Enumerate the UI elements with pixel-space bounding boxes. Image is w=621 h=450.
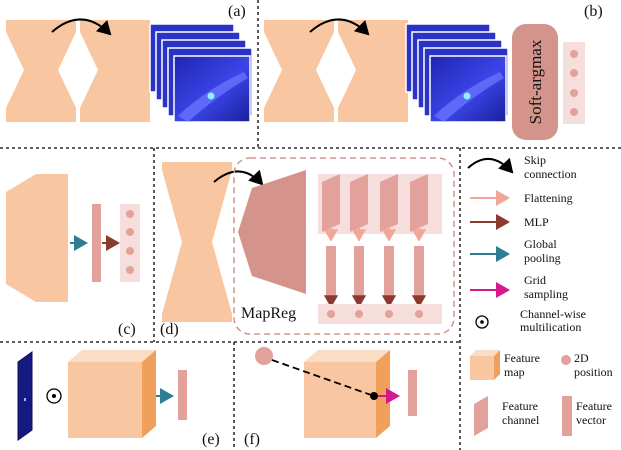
- panel-label-e: (e): [202, 431, 220, 448]
- encoder-shape: [6, 174, 68, 302]
- legend-grid-2: sampling: [524, 287, 568, 301]
- panel-b: Soft-argmax (b): [264, 3, 603, 140]
- panel-label-c: (c): [118, 321, 136, 338]
- feature-vector: [408, 370, 417, 416]
- panel-c: (c): [6, 174, 140, 338]
- legend-feature-map-1: Feature: [504, 351, 540, 365]
- panel-e: (e): [17, 350, 220, 448]
- feature-vector: [178, 370, 187, 420]
- decoder-shape: [238, 170, 306, 294]
- panel-label-d: (d): [160, 321, 179, 338]
- legend-grid-1: Grid: [524, 273, 546, 287]
- panel-a: (a): [6, 3, 253, 123]
- feature-channel-legend-icon: [474, 396, 488, 436]
- position-dot: [355, 310, 363, 318]
- heatmap-stack: [149, 23, 253, 123]
- soft-argmax-block: [512, 24, 558, 140]
- encoder-shape: [6, 20, 76, 122]
- feature-vector-legend-icon: [562, 396, 572, 436]
- heatmap-channel: [17, 351, 33, 441]
- keypoint-dot: [24, 398, 26, 401]
- legend-channel-2: multilication: [520, 320, 581, 334]
- legend-flattening: Flattening: [524, 191, 573, 205]
- position-dot: [327, 310, 335, 318]
- legend-channel-feature-1: Feature: [502, 399, 538, 413]
- heatmap-stack: [405, 23, 509, 123]
- position-dot: [570, 108, 578, 116]
- panel-f: (f): [244, 347, 417, 448]
- legend-feature-map-2: map: [504, 365, 525, 379]
- output-positions: [563, 42, 585, 124]
- keypoint-dot: [207, 92, 215, 100]
- 2d-position-dot: [255, 347, 273, 365]
- mapreg-label: MapReg: [241, 305, 296, 322]
- panel-label-f: (f): [244, 431, 260, 448]
- legend-channel-feature-2: channel: [502, 413, 540, 427]
- skip-connection-arrow: [309, 18, 370, 36]
- encoder-shape: [162, 162, 232, 322]
- legend-pooling-1: Global: [524, 237, 557, 251]
- feature-channels: [322, 174, 428, 232]
- cube-icon: [304, 350, 390, 438]
- position-dot: [570, 69, 578, 77]
- soft-argmax-label: Soft-argmax: [526, 39, 545, 124]
- position-dot: [570, 89, 578, 97]
- position-dot: [415, 310, 423, 318]
- position-dot: [126, 210, 134, 218]
- decoder-shape: [338, 20, 408, 122]
- output-positions: [120, 204, 140, 282]
- 2d-position-legend-icon: [561, 355, 571, 365]
- keypoint-dot: [463, 92, 471, 100]
- output-positions: [318, 304, 442, 324]
- flattening-arrows: [323, 226, 427, 242]
- skip-connection-legend-icon: [467, 157, 514, 174]
- circled-dot-icon: [475, 315, 489, 329]
- legend-vector-2: vector: [576, 413, 606, 427]
- position-dot: [570, 50, 578, 58]
- panel-d: MapReg (d): [160, 157, 455, 338]
- legend-position-2: position: [574, 365, 613, 379]
- legend-mlp: MLP: [524, 215, 549, 229]
- mapreg-boundary: [233, 157, 455, 335]
- legend: Skip connection Flattening MLP Global po…: [467, 153, 613, 436]
- position-dot: [385, 310, 393, 318]
- sample-point: [370, 392, 378, 400]
- encoder-shape: [264, 20, 334, 122]
- decoder-shape: [80, 20, 150, 122]
- panel-label-b: (b): [584, 3, 603, 20]
- skip-connection-arrow: [213, 169, 264, 186]
- legend-vector-1: Feature: [576, 399, 612, 413]
- projection-line: [271, 359, 375, 397]
- legend-skip-2: connection: [524, 167, 577, 181]
- flattened-vectors: [326, 246, 424, 296]
- cube-icon: [470, 350, 500, 380]
- panel-label-a: (a): [228, 3, 246, 20]
- legend-skip-1: Skip: [524, 153, 546, 167]
- circled-dot-icon: [46, 388, 62, 404]
- feature-vector: [92, 204, 101, 282]
- cube-icon: [68, 350, 156, 438]
- legend-position-1: 2D: [574, 351, 589, 365]
- skip-connection-arrow: [51, 18, 112, 36]
- legend-channel-1: Channel-wise: [520, 307, 586, 321]
- position-dot: [126, 247, 134, 255]
- position-dot: [126, 228, 134, 236]
- position-dot: [126, 266, 134, 274]
- legend-pooling-2: pooling: [524, 251, 561, 265]
